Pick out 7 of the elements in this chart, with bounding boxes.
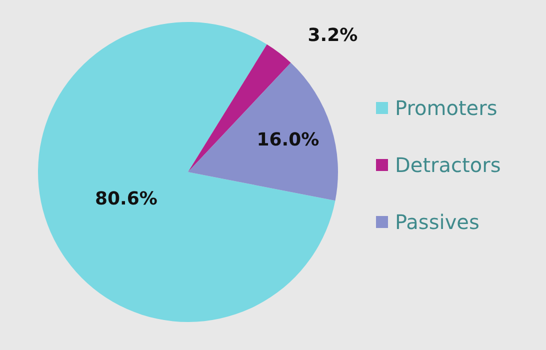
data-label: 16.0% [256, 129, 320, 150]
data-label: 80.6% [94, 188, 158, 210]
legend-label: Detractors [395, 153, 501, 177]
pie-slice [188, 62, 338, 201]
legend-label: Promoters [395, 96, 498, 120]
legend-label: Passives [395, 210, 480, 234]
data-label: 3.2% [308, 25, 358, 46]
